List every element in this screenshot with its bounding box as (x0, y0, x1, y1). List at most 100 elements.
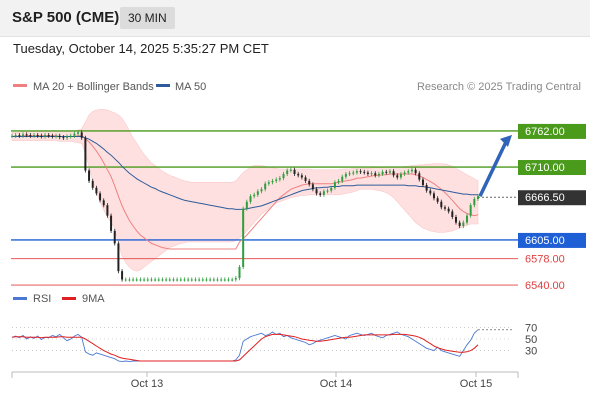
candle-body (102, 200, 105, 206)
candle-body (304, 177, 307, 181)
candle-body (201, 279, 204, 281)
candle-body (176, 279, 179, 281)
candle-body (458, 222, 461, 227)
candle-body (403, 172, 406, 174)
candle-body (223, 279, 226, 281)
candle-body (326, 190, 329, 192)
candle-body (11, 135, 13, 137)
timeframe-badge[interactable]: 30 MIN (120, 7, 175, 29)
candle-body (80, 132, 83, 138)
candle-body (311, 184, 314, 190)
candle-body (190, 279, 193, 281)
candle-body (139, 279, 142, 281)
candle-body (135, 279, 138, 281)
legend-label-rsi: RSI (33, 293, 51, 305)
x-tick-label: Oct 15 (460, 378, 492, 390)
candle-body (275, 179, 278, 181)
candle-body (33, 135, 36, 137)
candle-body (124, 279, 127, 281)
forecast-arrow (478, 139, 509, 197)
legend-label-9ma: 9MA (82, 293, 105, 305)
candle-body (341, 176, 344, 181)
candle-body (179, 279, 182, 281)
candle-body (29, 135, 32, 137)
resistance-level-tag (518, 123, 586, 139)
candle-body (264, 183, 267, 190)
candle-body (363, 171, 366, 173)
candle-body (256, 191, 259, 195)
candle-body (113, 230, 116, 244)
candle-body (205, 279, 208, 281)
candle-body (231, 279, 234, 281)
candle-body (234, 278, 237, 280)
candle-body (462, 222, 465, 227)
time-axis: Oct 13 Oct 14 Oct 15 (11, 371, 519, 390)
candle-body (330, 187, 333, 191)
candle-body (322, 191, 325, 195)
candle-body (344, 173, 347, 177)
candle-body (172, 279, 175, 281)
candle-body (418, 173, 421, 180)
candle-body (348, 173, 351, 175)
candle-body (308, 180, 311, 185)
forecast-arrowhead (500, 134, 512, 147)
candle-body (121, 271, 124, 280)
candle-body (242, 208, 245, 268)
candle-body (209, 279, 212, 281)
candle-body (440, 201, 443, 208)
candle-body (212, 279, 215, 281)
candle-body (154, 279, 157, 281)
last-level-tag (518, 190, 586, 206)
rsi-tick-label: 30 (525, 346, 537, 358)
candle-body (187, 279, 190, 281)
support-level-label: 6540.00 (525, 280, 565, 292)
ma50-line (12, 136, 478, 210)
candle-body (315, 189, 318, 194)
candle-body (451, 211, 454, 218)
pivot-level-label: 6605.00 (525, 235, 565, 247)
candle-body (473, 198, 476, 206)
candle-body (300, 175, 303, 178)
candle-body (333, 182, 336, 188)
candle-body (62, 137, 65, 139)
candle-body (392, 171, 395, 176)
candle-body (110, 215, 113, 231)
candle-body (465, 215, 468, 223)
ma9-legend-swatch (62, 297, 76, 300)
candle-body (128, 279, 131, 281)
candle-body (44, 135, 47, 137)
bollinger-bands (11, 109, 479, 272)
candle-body (421, 179, 424, 186)
candle-body (396, 175, 399, 178)
candle-body (454, 217, 457, 223)
chart-timestamp: Tuesday, October 14, 2025 5:35:27 PM CET (13, 41, 269, 56)
candle-body (245, 201, 248, 209)
candle-body (25, 134, 28, 136)
candle-body (410, 169, 413, 172)
candle-body (165, 279, 168, 281)
candle-body (355, 171, 358, 173)
candle-body (91, 180, 94, 188)
candle-body (366, 172, 369, 174)
candle-body (36, 135, 39, 137)
candle-body (370, 173, 373, 175)
candle-body (157, 279, 160, 281)
candle-body (55, 135, 58, 137)
pivot-level-tag (518, 232, 586, 248)
last-level-label: 6666.50 (525, 192, 565, 204)
candle-body (260, 189, 263, 192)
candle-body (286, 170, 289, 174)
candle-body (443, 207, 446, 209)
rsi-tick-label: 70 (525, 322, 537, 334)
candle-body (249, 196, 252, 202)
candle-body (88, 170, 91, 181)
candle-body (18, 135, 21, 137)
candle-body (447, 208, 450, 212)
candle-body (289, 169, 292, 171)
candle-body (194, 279, 197, 281)
candle-body (73, 133, 76, 136)
candle-body (51, 135, 54, 137)
ma50-legend-swatch (156, 84, 170, 87)
